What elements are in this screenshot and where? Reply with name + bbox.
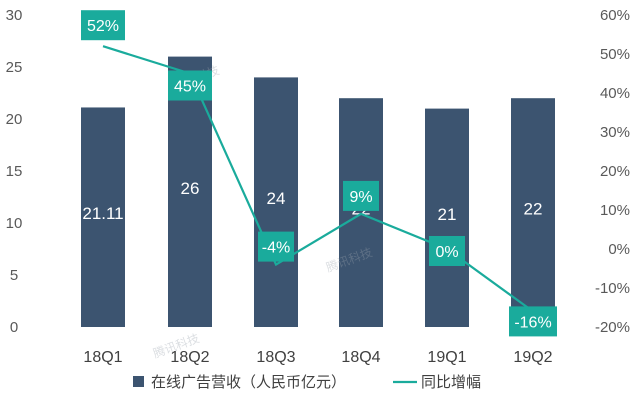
- x-axis: 18Q1 18Q2 18Q3 18Q4 19Q1 19Q2: [83, 349, 552, 366]
- line-label-box-18Q4: [343, 180, 379, 211]
- line-label-box-18Q1: [81, 10, 125, 41]
- right-axis-tick-label: 40%: [600, 85, 630, 102]
- line-value-label: -4%: [262, 240, 290, 257]
- line-label-box-18Q2: [168, 70, 212, 101]
- bar-18Q1: [81, 107, 125, 328]
- right-axis: -20% -10% 0% 10% 20% 30% 40% 50% 60%: [595, 7, 630, 336]
- legend: 在线广告营收（人民币亿元） 同比增幅: [133, 373, 481, 391]
- right-axis-tick-label: 10%: [600, 202, 630, 219]
- bar-value-label: 21.11: [82, 204, 123, 223]
- bar-18Q4: [339, 98, 383, 327]
- legend-line-label: 同比增幅: [421, 373, 481, 391]
- line-label-box-19Q2: [509, 306, 557, 337]
- bar-value-label: 22: [524, 200, 543, 219]
- left-axis-tick-label: 5: [10, 267, 18, 284]
- line-value-label: 9%: [349, 189, 372, 206]
- category-label: 19Q1: [427, 349, 466, 366]
- right-axis-tick-label: 50%: [600, 46, 630, 63]
- left-axis: 0 5 10 15 20 25 30: [6, 7, 23, 336]
- category-label: 18Q3: [256, 349, 295, 366]
- bar-18Q3: [254, 77, 298, 328]
- left-axis-tick-label: 20: [6, 111, 23, 128]
- line-label-box-19Q1: [429, 236, 465, 266]
- bar-19Q1: [425, 108, 469, 327]
- bar-value-label: 26: [181, 179, 200, 198]
- line-value-label: 0%: [435, 244, 458, 261]
- category-label: 19Q2: [513, 349, 552, 366]
- line-value-label: 45%: [174, 79, 206, 96]
- right-axis-tick-label: 30%: [600, 124, 630, 141]
- bar-series: 21.112624222122: [81, 56, 555, 328]
- bar-19Q2: [511, 98, 555, 327]
- right-axis-tick-label: -10%: [595, 280, 630, 297]
- left-axis-tick-label: 30: [6, 7, 23, 24]
- right-axis-tick-label: 60%: [600, 7, 630, 24]
- bar-value-label: 21: [438, 205, 457, 224]
- line-value-label: -16%: [514, 314, 551, 331]
- left-axis-tick-label: 25: [6, 59, 23, 76]
- line-value-label: 52%: [87, 18, 119, 35]
- line-series: 52% 45% -4% 9% 0% -16%: [81, 10, 557, 337]
- category-label: 18Q1: [83, 349, 122, 366]
- right-axis-tick-label: 20%: [600, 163, 630, 180]
- legend-bar-label: 在线广告营收（人民币亿元）: [151, 373, 346, 391]
- left-axis-tick-label: 10: [6, 215, 23, 232]
- bar-value-label: 24: [267, 189, 286, 208]
- right-axis-tick-label: -20%: [595, 319, 630, 336]
- bar-18Q2: [168, 56, 212, 327]
- category-label: 18Q4: [341, 349, 380, 366]
- left-axis-tick-label: 15: [6, 163, 23, 180]
- legend-bar-swatch: [133, 376, 144, 387]
- left-axis-tick-label: 0: [10, 319, 18, 336]
- line-label-box-18Q3: [258, 231, 294, 262]
- category-label: 18Q2: [170, 349, 209, 366]
- right-axis-tick-label: 0%: [608, 241, 630, 258]
